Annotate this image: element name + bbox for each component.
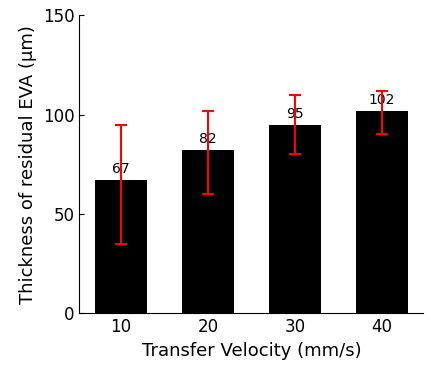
Text: 102: 102 (369, 93, 395, 107)
Text: 67: 67 (112, 162, 130, 176)
Bar (95, 180, 147, 313)
Text: 82: 82 (199, 133, 217, 146)
Bar (182, 151, 234, 313)
X-axis label: Transfer Velocity (mm/s): Transfer Velocity (mm/s) (142, 342, 361, 360)
Bar (355, 111, 408, 313)
Text: 95: 95 (286, 107, 303, 121)
Bar (269, 125, 321, 313)
Y-axis label: Thickness of residual EVA (μm): Thickness of residual EVA (μm) (19, 25, 37, 304)
